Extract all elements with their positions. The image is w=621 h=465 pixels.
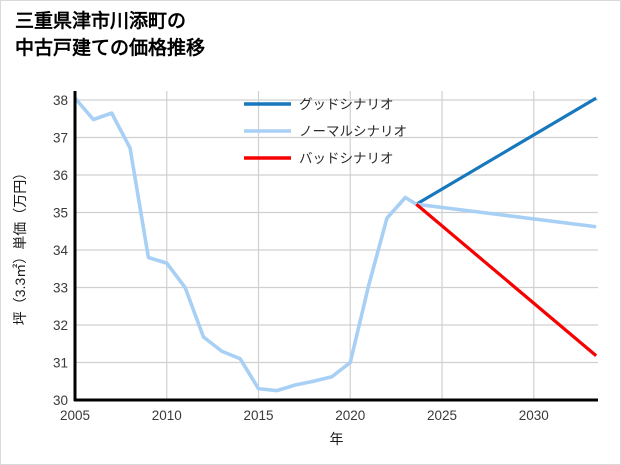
y-axis-tick-label: 35 <box>53 206 68 221</box>
page-title: 三重県津市川添町の 中古戸建ての価格推移 <box>15 11 206 59</box>
y-axis-tick-label: 34 <box>53 243 69 258</box>
y-axis-title: 坪（3.3㎡）単価（万円） <box>12 166 28 325</box>
x-axis-tick-label: 2005 <box>60 408 90 423</box>
y-axis-tick-label: 31 <box>53 356 68 371</box>
y-axis-tick-label: 38 <box>53 93 68 108</box>
series-line <box>415 203 598 357</box>
axis-titles: 年 坪（3.3㎡）単価（万円） <box>12 166 344 447</box>
y-axis-tick-label: 36 <box>53 168 68 183</box>
legend-label: グッドシナリオ <box>299 97 394 112</box>
x-axis-ticks: 2005 2010 2015 2020 2025 2030 <box>60 408 549 423</box>
x-axis-title: 年 <box>330 431 344 447</box>
y-axis-tick-label: 33 <box>53 281 68 296</box>
series-line <box>415 96 597 206</box>
x-axis-tick-label: 2030 <box>519 408 549 423</box>
y-axis-tick-label: 32 <box>53 318 68 333</box>
x-axis-tick-label: 2015 <box>243 408 273 423</box>
legend-label: ノーマルシナリオ <box>299 124 407 139</box>
y-axis-tick-label: 37 <box>53 131 68 146</box>
y-axis-ticks: 30 31 32 33 34 35 36 37 38 <box>53 93 69 408</box>
x-axis-tick-label: 2010 <box>152 408 182 423</box>
y-axis-tick-label: 30 <box>53 393 68 408</box>
legend-label: バッドシナリオ <box>299 151 394 166</box>
axis-lines <box>73 91 598 402</box>
series-line <box>73 96 597 393</box>
x-axis-tick-label: 2020 <box>335 408 365 423</box>
data-series-layer <box>73 96 598 393</box>
x-axis-tick-label: 2025 <box>427 408 457 423</box>
